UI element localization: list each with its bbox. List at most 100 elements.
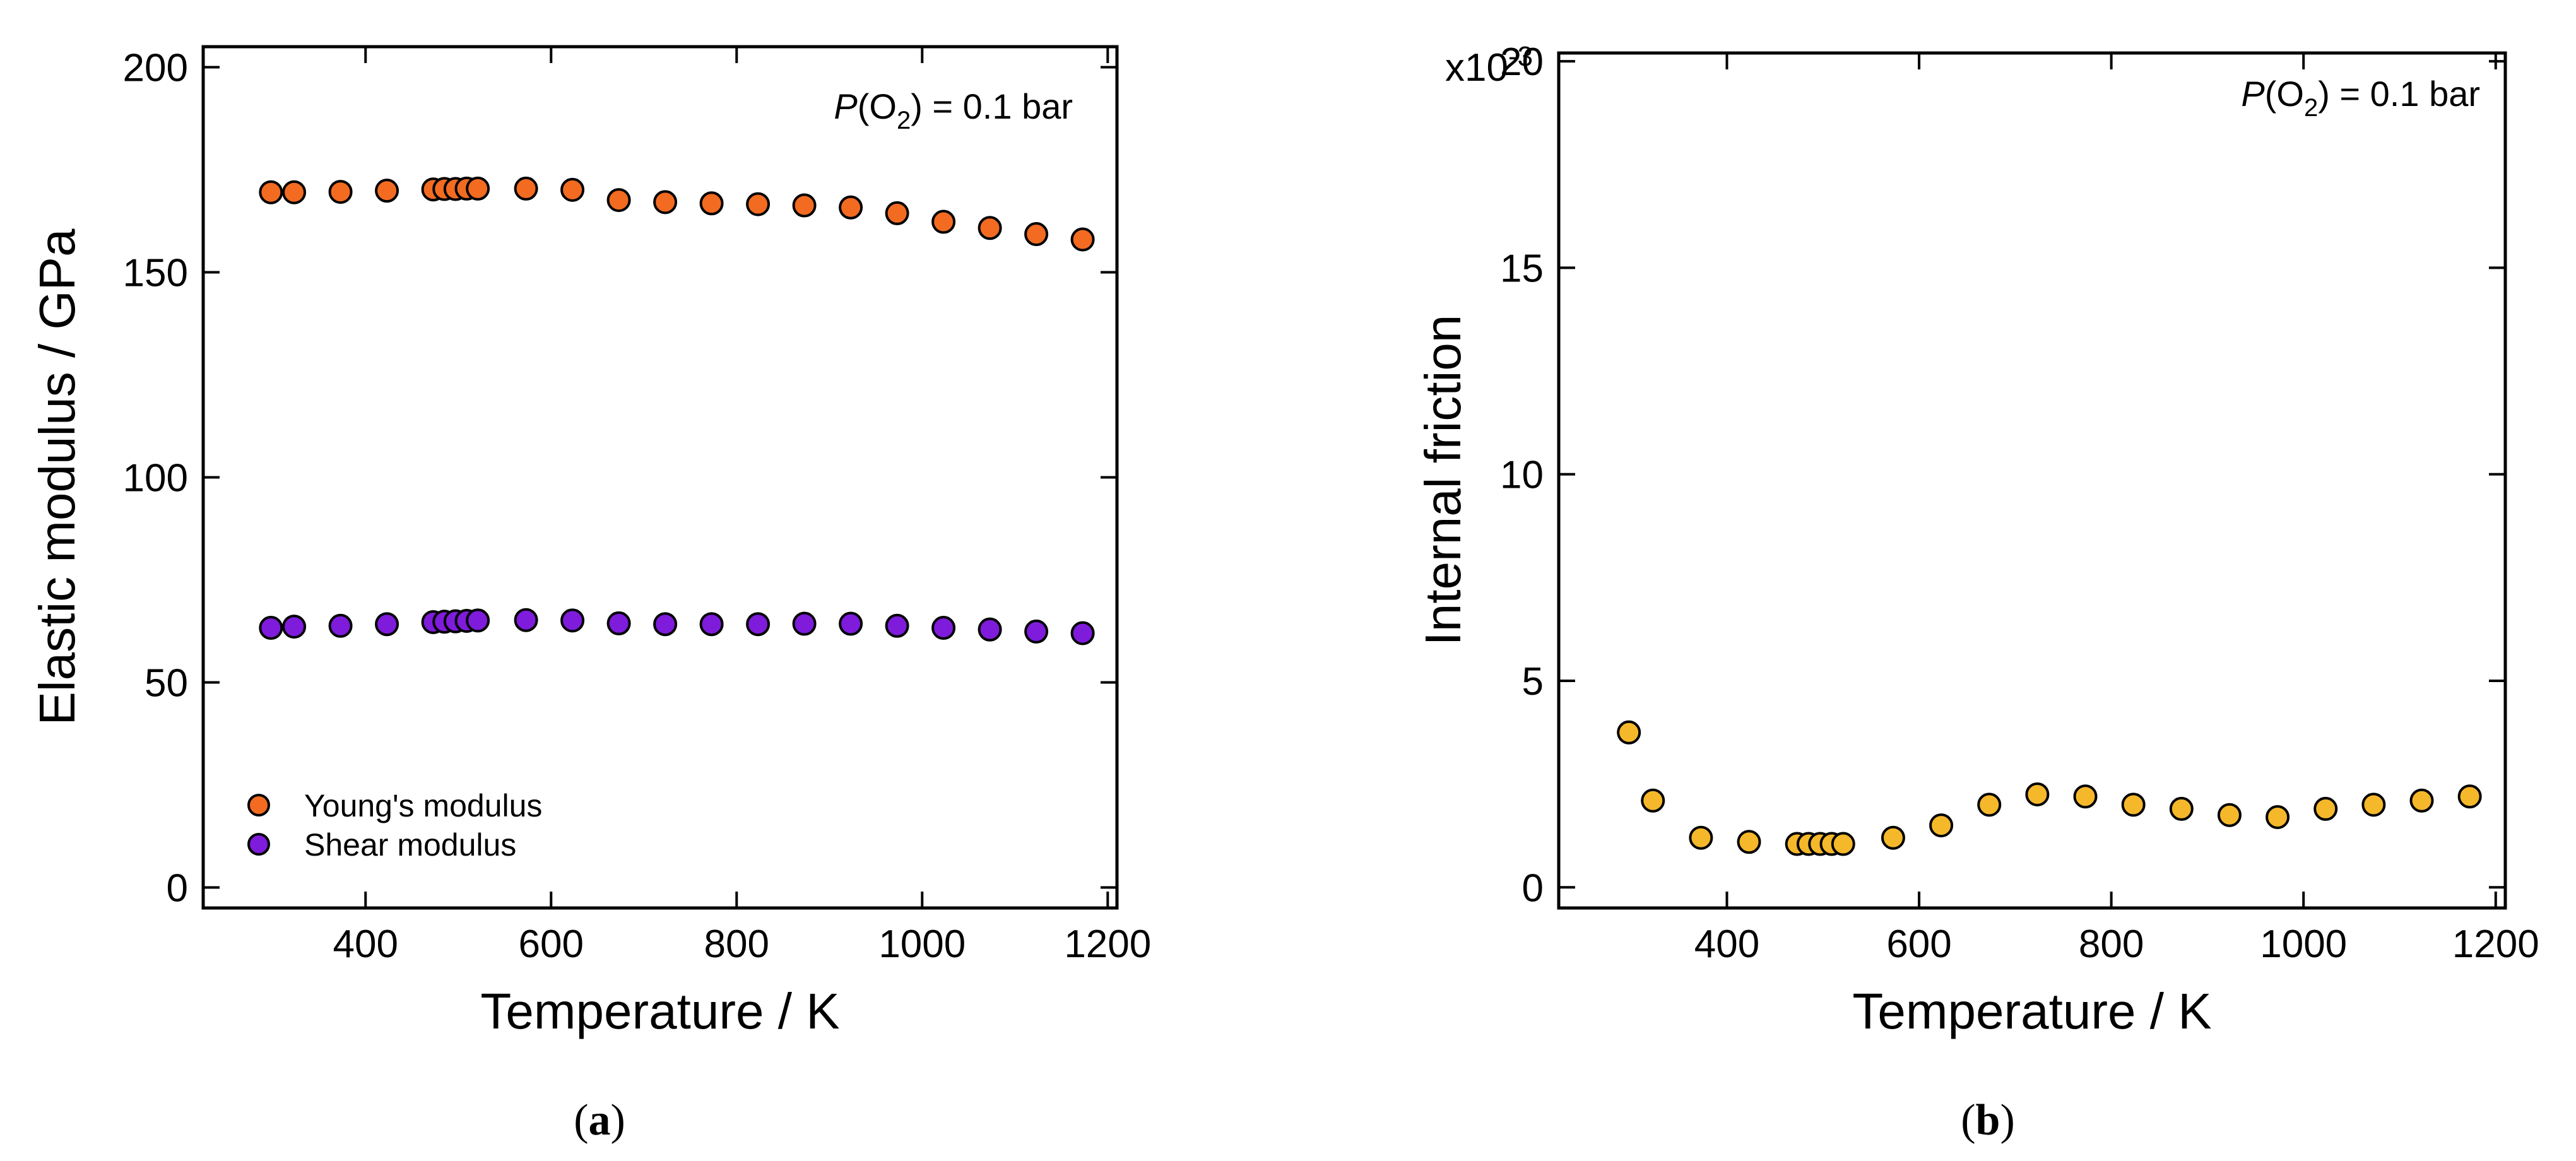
data-point-series-0 — [978, 216, 1002, 240]
x-tick-label: 600 — [1886, 922, 1951, 966]
data-point-series-0 — [2169, 796, 2194, 821]
oxygen-pressure-annotation: P(O2) = 0.1 bar — [834, 86, 1073, 134]
data-point-series-0 — [375, 179, 399, 203]
annotation-subscript: 2 — [897, 107, 911, 134]
data-point-series-0 — [514, 176, 538, 201]
plot-frame — [201, 45, 1119, 910]
data-point-series-0 — [282, 180, 307, 204]
y-tick-label: 5 — [1522, 660, 1544, 704]
annotation-subscript: 2 — [2304, 94, 2318, 122]
data-point-series-0 — [2217, 803, 2242, 827]
data-point-series-0 — [699, 191, 724, 216]
data-point-series-0 — [1881, 825, 1905, 850]
legend-label-shear: Shear modulus — [304, 827, 516, 863]
data-point-series-1 — [514, 608, 538, 632]
data-point-series-0 — [606, 188, 631, 213]
data-point-series-1 — [978, 617, 1002, 642]
legend: Young's modulus Shear modulus — [247, 788, 542, 863]
annotation-close: ) = 0.1 bar — [911, 86, 1073, 126]
data-point-series-1 — [466, 608, 490, 633]
data-point-series-0 — [2266, 804, 2290, 829]
legend-marker-shear — [247, 833, 270, 856]
x-tick-label: 1000 — [2260, 922, 2347, 966]
legend-label-youngs: Young's modulus — [304, 788, 542, 823]
y-multiplier-exponent: -3 — [1508, 41, 1533, 72]
panel-label-close: ) — [2000, 1096, 2014, 1145]
data-point-series-0 — [259, 180, 283, 204]
panel-label-b: (b) — [1961, 1096, 2015, 1145]
y-tick-label: 20 — [1500, 40, 1544, 84]
data-point-series-1 — [282, 615, 307, 639]
data-point-series-1 — [328, 613, 353, 638]
data-point-series-1 — [1024, 619, 1049, 644]
x-axis-title: Temperature / K — [480, 983, 839, 1039]
x-tick-label: 400 — [1694, 922, 1759, 966]
data-point-series-1 — [839, 611, 863, 636]
data-point-series-0 — [653, 190, 678, 215]
annotation-open: (O — [858, 86, 897, 126]
annotation-open: (O — [2265, 74, 2304, 114]
y-tick-label: 150 — [123, 252, 188, 295]
data-point-series-0 — [1831, 832, 1855, 856]
data-point-series-0 — [746, 192, 771, 216]
annotation-close: ) = 0.1 bar — [2318, 74, 2480, 114]
annotation-italic: P — [834, 86, 857, 126]
y-tick-label: 15 — [1500, 247, 1544, 290]
panel-label-letter: a — [589, 1096, 611, 1145]
y-tick-label: 0 — [167, 867, 188, 911]
data-point-series-0 — [1929, 813, 1954, 838]
oxygen-pressure-annotation: P(O2) = 0.1 bar — [2241, 74, 2480, 122]
y-axis-title: Internal friction — [1415, 315, 1471, 646]
data-point-series-0 — [1641, 788, 1665, 813]
data-point-series-1 — [259, 616, 283, 640]
x-tick-label: 1200 — [2452, 922, 2539, 966]
legend-marker-youngs — [247, 794, 270, 816]
y-tick-label: 10 — [1500, 454, 1544, 497]
data-point-series-0 — [2409, 788, 2434, 813]
data-point-series-1 — [375, 612, 399, 637]
panel-b-internal-friction: 400 600 800 1000 1200 0 5 10 15 20 Temperature / … — [1415, 40, 2539, 1145]
y-axis-title: Elastic modulus / GPa — [29, 228, 85, 726]
y-multiplier-base: x10 — [1445, 46, 1508, 90]
data-point-series-1 — [792, 611, 817, 636]
data-point-series-1 — [606, 611, 631, 635]
data-point-series-0 — [466, 176, 490, 201]
x-tick-label: 1200 — [1064, 922, 1151, 966]
x-tick-label: 1000 — [878, 922, 966, 966]
data-point-series-1 — [1070, 621, 1095, 645]
data-point-series-1 — [746, 612, 771, 637]
data-point-series-0 — [1070, 227, 1095, 252]
panel-a-elastic-modulus: 400 600 800 1000 1200 0 50 100 150 200 Temperatur… — [29, 45, 1151, 1145]
data-point-series-0 — [2121, 793, 2146, 817]
data-point-series-0 — [2025, 782, 2050, 806]
panel-label-open: ( — [1961, 1096, 1975, 1145]
data-point-series-0 — [2073, 784, 2098, 809]
data-point-series-0 — [839, 195, 863, 220]
y-tick-label: 50 — [145, 662, 188, 705]
data-point-series-0 — [1977, 793, 2002, 817]
data-point-series-0 — [2313, 796, 2338, 821]
data-point-series-1 — [931, 616, 956, 640]
x-axis-title: Temperature / K — [1852, 983, 2211, 1039]
data-point-series-0 — [328, 180, 353, 204]
panel-label-close: ) — [611, 1096, 625, 1145]
y-tick-label: 100 — [123, 457, 188, 500]
x-tick-label: 600 — [519, 922, 584, 966]
data-point-series-0 — [931, 209, 956, 234]
data-point-series-0 — [2457, 784, 2482, 809]
data-point-series-0 — [1689, 825, 1713, 850]
x-tick-label: 800 — [704, 922, 769, 966]
panel-label-letter: b — [1976, 1096, 2000, 1145]
data-points-group — [259, 176, 1095, 645]
data-point-series-1 — [560, 608, 585, 633]
data-point-series-1 — [699, 612, 724, 637]
y-multiplier-label: x10-3 — [1445, 41, 1533, 90]
annotation-italic: P — [2241, 74, 2264, 114]
tick-group: 400 600 800 1000 1200 0 5 10 15 20 — [1500, 40, 2539, 966]
y-tick-label: 0 — [1522, 866, 1544, 910]
data-point-series-0 — [560, 177, 585, 202]
data-points-group — [1617, 720, 2482, 856]
y-tick-label: 200 — [123, 47, 188, 90]
data-point-series-0 — [885, 201, 909, 225]
